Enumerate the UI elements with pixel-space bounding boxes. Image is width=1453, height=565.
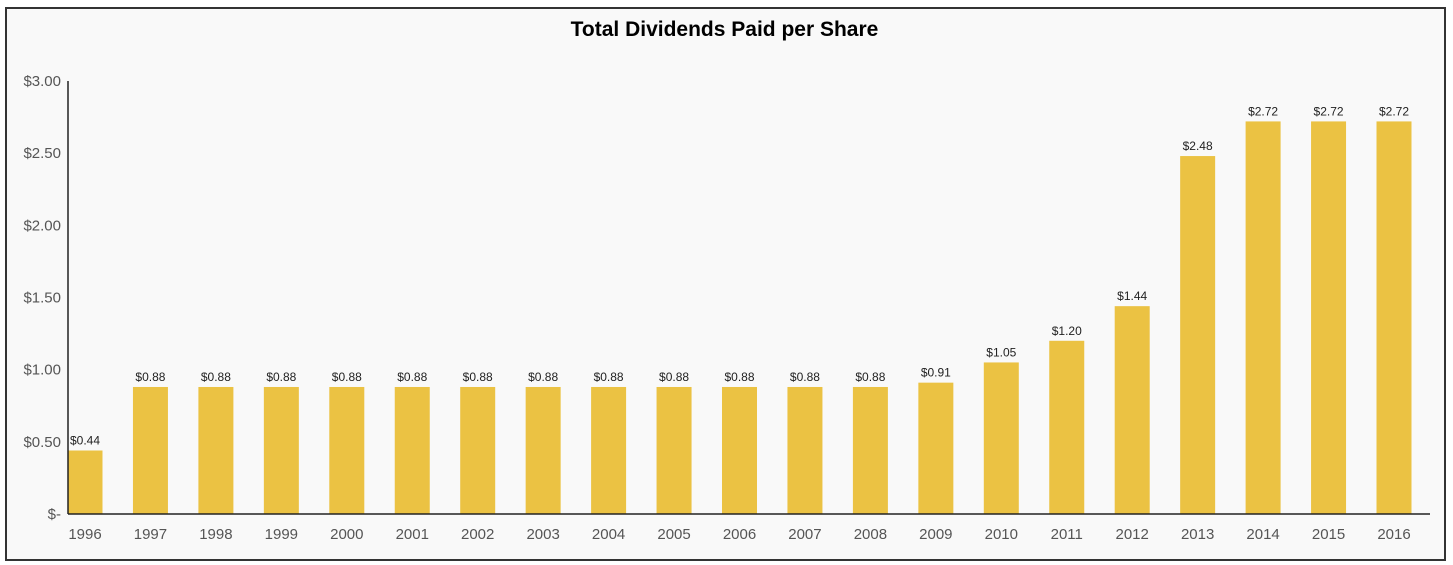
bar-1996	[67, 450, 103, 514]
x-tick-label: 2000	[330, 526, 363, 543]
chart-title: Total Dividends Paid per Share	[570, 18, 879, 41]
y-tick-label: $0.50	[23, 434, 61, 451]
bar-2000	[329, 386, 365, 514]
x-tick-label: 2011	[1051, 526, 1083, 543]
y-tick-label: $1.50	[23, 290, 61, 307]
data-label-2011: $1.20	[1052, 324, 1082, 338]
data-label-2015: $2.72	[1314, 104, 1344, 118]
y-tick-label: $-	[48, 506, 61, 523]
x-tick-label: 2004	[592, 526, 625, 543]
x-tick-label: 2014	[1246, 526, 1279, 543]
x-tick-label: 1998	[199, 526, 232, 543]
data-label-2006: $0.88	[724, 370, 754, 384]
bar-2008	[852, 386, 888, 514]
x-tick-label: 2016	[1377, 526, 1410, 543]
bar-2013	[1180, 156, 1216, 514]
bar-1997	[132, 386, 168, 514]
bar-2007	[787, 386, 823, 514]
data-label-2002: $0.88	[463, 370, 493, 384]
data-label-2010: $1.05	[986, 345, 1016, 359]
bar-2009	[918, 382, 954, 514]
x-tick-label: 2002	[461, 526, 494, 543]
x-tick-label: 2009	[919, 526, 952, 543]
x-tick-label: 2015	[1312, 526, 1345, 543]
bar-1998	[198, 386, 234, 514]
bar-2006	[722, 386, 757, 514]
x-tick-label: 2003	[526, 526, 559, 543]
bar-2005	[656, 386, 692, 514]
data-label-2008: $0.88	[855, 370, 885, 384]
bar-2015	[1311, 121, 1347, 514]
data-label-1996: $0.44	[70, 433, 100, 447]
data-label-2000: $0.88	[332, 370, 362, 384]
data-label-2016: $2.72	[1379, 104, 1409, 118]
data-label-2013: $2.48	[1183, 139, 1213, 153]
x-tick-label: 2008	[854, 526, 887, 543]
data-label-2004: $0.88	[594, 370, 624, 384]
data-label-2003: $0.88	[528, 370, 558, 384]
y-tick-label: $1.00	[23, 362, 61, 379]
x-tick-label: 2013	[1181, 526, 1214, 543]
x-tick-label: 2012	[1116, 526, 1149, 543]
bar-2002	[460, 386, 496, 514]
x-tick-label: 2006	[723, 526, 756, 543]
data-label-1999: $0.88	[266, 370, 296, 384]
y-tick-label: $2.50	[23, 145, 61, 162]
data-label-2007: $0.88	[790, 370, 820, 384]
x-tick-label: 2001	[396, 526, 429, 543]
bar-2004	[591, 386, 627, 514]
x-tick-label: 2007	[788, 526, 821, 543]
bar-2003	[525, 386, 561, 514]
data-label-1998: $0.88	[201, 370, 231, 384]
x-tick-label: 2005	[657, 526, 690, 543]
bar-2001	[394, 386, 430, 514]
y-tick-label: $3.00	[23, 73, 61, 90]
data-label-2012: $1.44	[1117, 289, 1147, 303]
x-tick-label: 2010	[985, 526, 1018, 543]
bar-1999	[263, 386, 299, 514]
bar-2011	[1049, 340, 1085, 514]
x-tick-label: 1996	[68, 526, 101, 543]
bar-2012	[1114, 306, 1150, 514]
data-label-2014: $2.72	[1248, 104, 1278, 118]
bar-2016	[1376, 121, 1412, 514]
data-label-2009: $0.91	[921, 366, 951, 380]
bar-2010	[983, 362, 1019, 514]
y-tick-label: $2.00	[23, 217, 61, 234]
data-label-1997: $0.88	[135, 370, 165, 384]
x-tick-label: 1997	[134, 526, 167, 543]
bar-2014	[1245, 121, 1281, 514]
data-label-2001: $0.88	[397, 370, 427, 384]
data-label-2005: $0.88	[659, 370, 689, 384]
x-tick-label: 1999	[265, 526, 298, 543]
